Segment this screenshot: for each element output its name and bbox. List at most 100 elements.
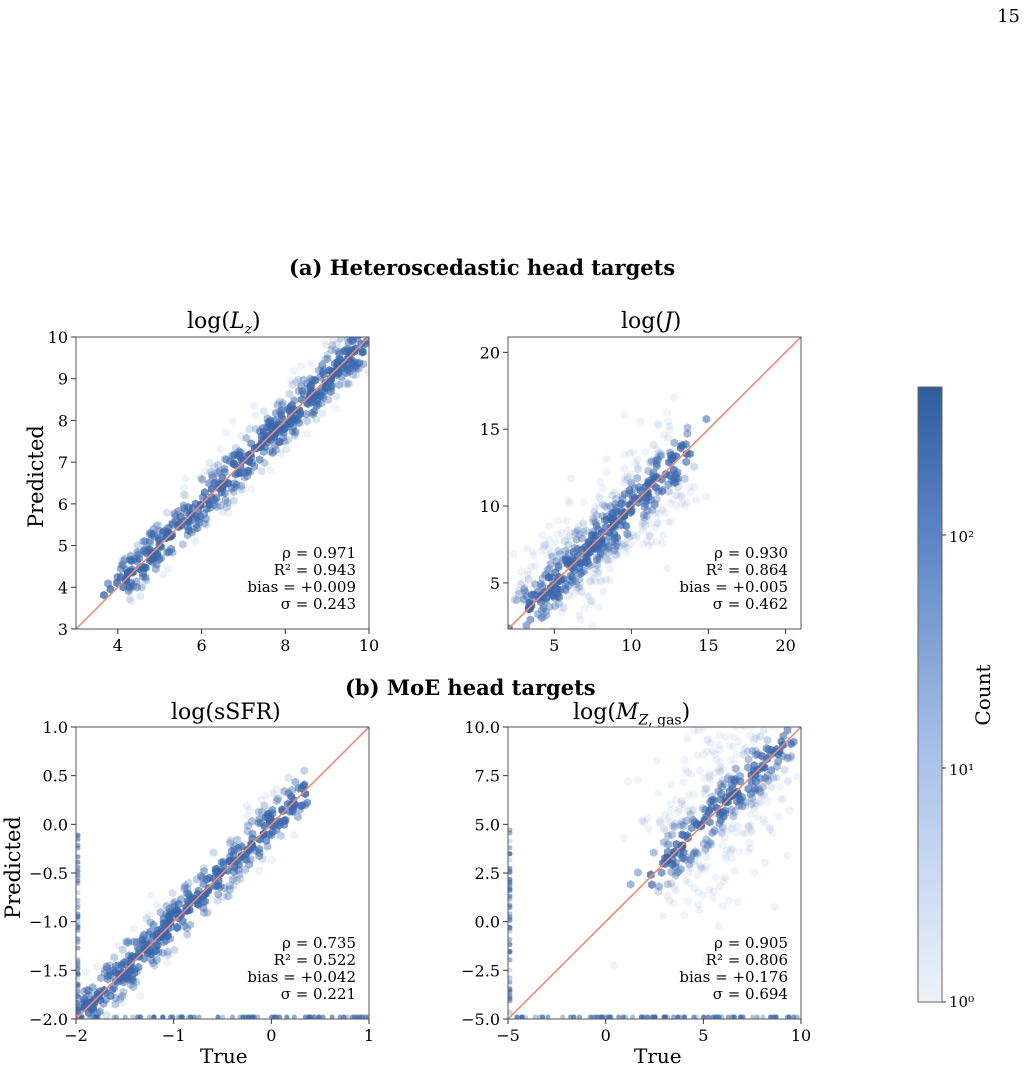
edge-cell [508,967,513,973]
edge-cell [508,925,513,931]
hexbin-cell [524,566,532,576]
hexbin-cell [667,806,675,816]
y-tick-label: 7.5 [475,767,500,786]
hexbin-cell [680,777,688,787]
hexbin-cell [618,499,626,508]
hexbin-cell [333,339,341,349]
hexbin-cell [230,496,238,506]
hexbin-cell [658,485,667,495]
hexbin-cell [212,867,221,877]
hexbin-cell [585,561,594,570]
hexbin-cell [672,795,680,805]
hexbin-cell [200,509,209,519]
hexbin-cell [650,498,659,508]
hexbin-cell [540,612,548,622]
hexbin-cell [615,541,623,551]
hexbin-cell [684,768,692,777]
hexbin-cell [541,540,549,550]
hexbin-cell [708,792,716,802]
hexbin-cell [815,738,823,747]
edge-cell [508,827,513,833]
hexbin-cell [537,546,545,556]
hexbin-cell [679,821,688,831]
edge-cell [508,996,513,1002]
hexbin-cell [530,590,539,600]
hexbin-cell [766,713,774,722]
hexbin-cell [335,380,344,390]
hexbin-cell [656,817,664,827]
y-tick-label: 0.5 [43,767,68,786]
hexbin-cell [142,936,150,946]
hexbin-cell [739,828,747,838]
hexbin-cell [787,739,795,749]
hexbin-cell [655,882,663,891]
edge-cell [76,969,81,975]
hexbin-cell [626,880,635,889]
identity-line [508,337,801,629]
hexbin-cell [702,414,711,424]
hexbin-cell [96,1007,104,1016]
hexbin-cell [687,851,696,861]
hexbin-cell [597,548,605,558]
stat-label: σ = 0.694 [713,985,788,1003]
hexbin-cell [744,821,753,831]
hexbin-cell [551,538,560,547]
hexbin-cell [111,993,120,1003]
hexbin-cell [134,962,143,972]
hexbin-cell [723,845,731,855]
hexbin-cell [750,715,758,724]
edge-cell [508,879,513,885]
hexbin-cell [584,559,593,568]
edge-cell [191,1014,197,1019]
hexbin-cell [159,919,168,928]
hexbin-cell [294,812,302,822]
hexbin-cell [607,554,616,564]
hexbin-cell [558,608,566,618]
hexbin-cell [137,936,145,946]
y-tick-label: 5 [490,574,500,593]
hexbin-cell [633,455,642,465]
hexbin-cell [620,542,629,551]
hexbin-cell [480,573,488,582]
hexbin-cell [121,937,130,946]
hexbin-cell [729,742,737,752]
hexbin-cell [721,872,730,882]
hexbin-cell [307,381,315,391]
edge-cell [76,970,81,976]
edge-cell [255,1014,261,1019]
hexbin-cell [555,592,564,602]
hexbin-cell [547,572,556,582]
hexbin-cell [784,775,792,785]
hexbin-cell [120,957,128,967]
hexbin-cell [572,558,580,568]
hexbin-cell [216,882,225,892]
hexbin-cell [165,923,173,933]
hexbin-cell [575,610,584,620]
hexbin-cell [118,945,127,955]
hexbin-cell [509,549,518,559]
hexbin-cell [716,779,725,789]
edge-cell [508,987,513,993]
hexbin-cell [284,788,293,798]
hexbin-cell [136,591,145,601]
hexbin-cell [165,547,173,557]
hexbin-cell [779,794,787,804]
hexbin-cell [710,826,719,835]
hexbin-cell [297,783,306,793]
hexbin-cell [706,738,715,748]
hexbin-cell [140,954,148,963]
hexbin-cell [772,773,781,782]
hexbin-cell [102,961,111,971]
edge-cell [76,923,81,929]
hexbin-cell [179,540,187,549]
hexbin-cell [620,473,629,482]
hexbin-cell [226,881,234,890]
hexbin-cell [654,421,663,430]
hexbin-cell [236,874,244,884]
hexbin-cell [266,446,274,456]
edge-cell [508,926,513,932]
hexbin-cell [707,727,716,730]
hexbin-cell [745,838,753,848]
hexbin-cell [173,923,181,933]
